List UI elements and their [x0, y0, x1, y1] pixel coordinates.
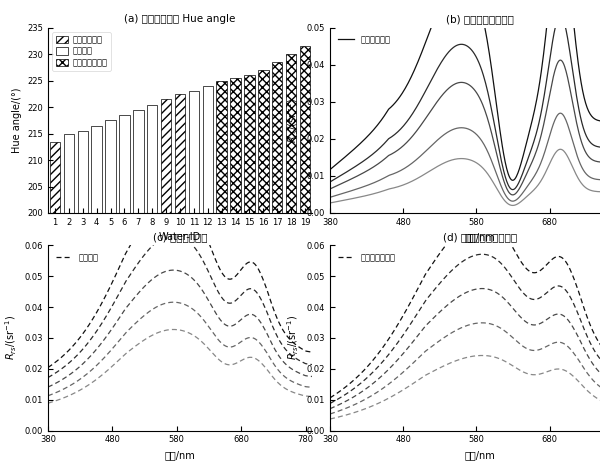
Y-axis label: Hue angle/(°): Hue angle/(°) [12, 88, 22, 153]
Bar [175, 94, 185, 213]
Bar [230, 78, 241, 213]
Bar [119, 115, 130, 213]
Legend: 绿色异常水体, 一般水体, 黄棕色异常水体: 绿色异常水体, 一般水体, 黄棕色异常水体 [52, 32, 110, 71]
X-axis label: 波长/nm: 波长/nm [464, 232, 496, 243]
Bar [77, 131, 88, 213]
Bar [64, 134, 74, 213]
Title: (c) 一般水体光谱: (c) 一般水体光谱 [153, 232, 207, 242]
Bar [272, 62, 283, 213]
X-axis label: Water-ID: Water-ID [159, 232, 201, 243]
Title: (a) 不同颜色水体 Hue angle: (a) 不同颜色水体 Hue angle [124, 14, 236, 24]
Y-axis label: $R_{rs}$/(sr$^{-1}$): $R_{rs}$/(sr$^{-1}$) [286, 98, 301, 143]
Bar [50, 142, 60, 213]
Bar [203, 86, 213, 213]
Title: (d) 黄棕色异常水体光谱: (d) 黄棕色异常水体光谱 [443, 232, 517, 242]
Bar [244, 75, 254, 213]
Bar [217, 81, 227, 213]
X-axis label: 波长/nm: 波长/nm [164, 450, 196, 460]
Legend: 绿色异常水体: 绿色异常水体 [334, 32, 394, 48]
Bar [188, 91, 199, 213]
Title: (b) 绿色异常水体光谱: (b) 绿色异常水体光谱 [446, 14, 514, 24]
Bar [133, 110, 143, 213]
Bar [106, 120, 116, 213]
Y-axis label: $R_{rs}$/(sr$^{-1}$): $R_{rs}$/(sr$^{-1}$) [4, 315, 19, 361]
Bar [161, 99, 172, 213]
X-axis label: 波长/nm: 波长/nm [464, 450, 496, 460]
Legend: 黄棕色异常水体: 黄棕色异常水体 [334, 250, 399, 265]
Legend: 一般水体: 一般水体 [52, 250, 102, 265]
Bar [300, 46, 310, 213]
Bar [91, 125, 102, 213]
Bar [258, 70, 269, 213]
Bar [286, 54, 296, 213]
Bar [147, 105, 157, 213]
Y-axis label: $R_{rs}$/(sr$^{-1}$): $R_{rs}$/(sr$^{-1}$) [286, 315, 301, 361]
